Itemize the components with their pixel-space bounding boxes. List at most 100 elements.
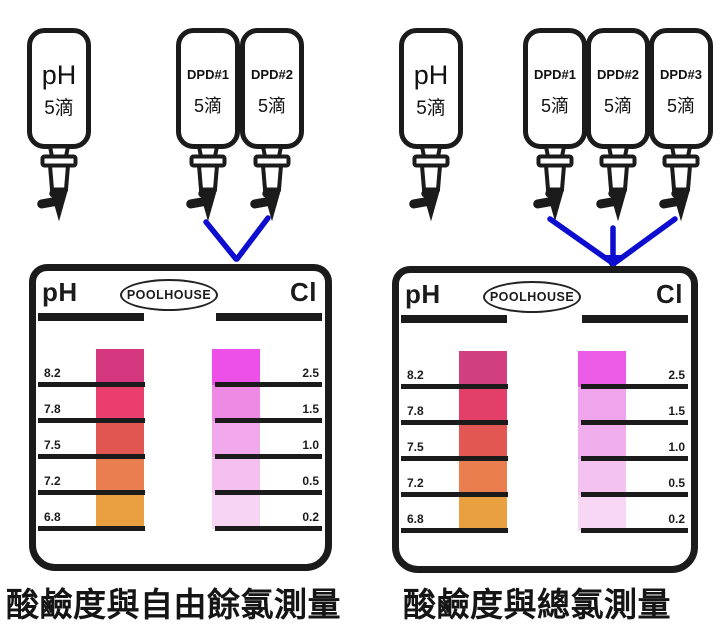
dropper-bottle-dpd2-right: DPD#2 5滴 [586,28,650,218]
brand-badge: POOLHOUSE [120,279,218,311]
cl-scale-line [581,528,688,533]
bottle-drops-label: 5滴 [258,96,286,116]
bottle-outline [243,31,302,215]
ph-header-bar [38,313,144,321]
caption-right: 酸鹼度與總氯測量 [403,586,671,623]
cl-swatch [578,351,626,387]
cl-swatch [212,385,260,421]
ph-header-bar [401,315,507,323]
cl-scale-value: 0.5 [668,476,685,490]
bottle-label: DPD#2 [597,67,639,82]
cl-scale-line [581,492,688,497]
cl-swatch [578,459,626,495]
ph-scale-value: 8.2 [44,366,61,380]
bottle-drops-label: 5滴 [416,97,446,119]
bottle-label: DPD#1 [534,67,576,82]
ph-scale-value: 7.2 [407,476,424,490]
ph-header: pH [405,279,441,309]
bottle-outline [179,31,238,215]
cl-swatch [212,421,260,457]
ph-scale-line [401,492,508,497]
pour-arrow-right [547,216,678,265]
cl-scale-line [215,382,322,387]
ph-scale-line [401,420,508,425]
ph-swatch [459,423,507,459]
ph-scale-value: 7.5 [44,438,61,452]
brand-badge: POOLHOUSE [483,281,581,313]
cl-scale-line [581,384,688,389]
ph-swatch [459,351,507,387]
cl-scale-line [581,420,688,425]
cl-color-column [578,351,626,531]
ph-scale-value: 7.2 [44,474,61,488]
bottle-drops-label: 5滴 [44,97,74,119]
cl-swatch [212,493,260,529]
cl-scale-value: 2.5 [668,368,685,382]
cl-swatch [578,495,626,531]
cl-header-bar [582,315,688,323]
comparator-card-left: pH POOLHOUSE Cl 8.2 7.8 7.5 [29,264,332,571]
ph-scale-value: 8.2 [407,368,424,382]
bottle-label: pH [414,60,449,90]
ph-color-column [459,351,507,531]
dropper-bottle-dpd2-left: DPD#2 5滴 [240,28,304,218]
dropper-bottle-ph-left: pH 5滴 [27,28,91,218]
dropper-bottle-dpd3-right: DPD#3 5滴 [649,28,713,218]
bottle-label: pH [42,60,77,90]
ph-swatch [96,493,144,529]
bottle-drops-label: 5滴 [194,96,222,116]
ph-swatch [96,421,144,457]
bottle-label: DPD#2 [251,67,293,82]
dropper-bottle-dpd1-right: DPD#1 5滴 [523,28,587,218]
cl-scale-value: 0.2 [668,512,685,526]
cl-swatch [578,387,626,423]
ph-scale-value: 6.8 [44,510,61,524]
cl-scale-line [581,456,688,461]
dropper-bottle-ph-right: pH 5滴 [399,28,463,218]
bottle-drops-label: 5滴 [541,96,569,116]
ph-scale-value: 6.8 [407,512,424,526]
bottle-outline [30,31,89,215]
cl-scale-line [215,490,322,495]
cl-scale-value: 2.5 [302,366,319,380]
ph-swatch [96,457,144,493]
bottle-drops-label: 5滴 [667,96,695,116]
bottle-outline [402,31,461,215]
ph-swatch [459,459,507,495]
cl-scale-value: 1.5 [302,402,319,416]
ph-scale-line [401,384,508,389]
bottle-outline [526,31,585,215]
cl-swatch [578,423,626,459]
cl-header: Cl [290,277,317,307]
ph-scale-line [401,456,508,461]
ph-color-column [96,349,144,529]
cl-scale-value: 1.5 [668,404,685,418]
bottle-label: DPD#3 [660,67,702,82]
dropper-bottle-dpd1-left: DPD#1 5滴 [176,28,240,218]
ph-scale-value: 7.8 [407,404,424,418]
ph-scale-line [38,418,145,423]
bottle-outline [652,31,711,215]
ph-scale-line [38,526,145,531]
cl-scale-value: 1.0 [668,440,685,454]
caption-left: 酸鹼度與自由餘氯測量 [6,586,341,623]
cl-color-column [212,349,260,529]
cl-scale-value: 0.5 [302,474,319,488]
pour-arrow-left [203,215,271,262]
ph-header: pH [42,277,78,307]
cl-swatch [212,457,260,493]
bottle-label: DPD#1 [187,67,229,82]
ph-scale-value: 7.8 [44,402,61,416]
ph-scale-value: 7.5 [407,440,424,454]
cl-header-bar [216,313,322,321]
cl-scale-value: 0.2 [302,510,319,524]
cl-scale-line [215,526,322,531]
cl-header: Cl [656,279,683,309]
cl-scale-line [215,454,322,459]
ph-swatch [96,385,144,421]
ph-scale-line [401,528,508,533]
ph-swatch [459,387,507,423]
cl-swatch [212,349,260,385]
cl-scale-line [215,418,322,423]
